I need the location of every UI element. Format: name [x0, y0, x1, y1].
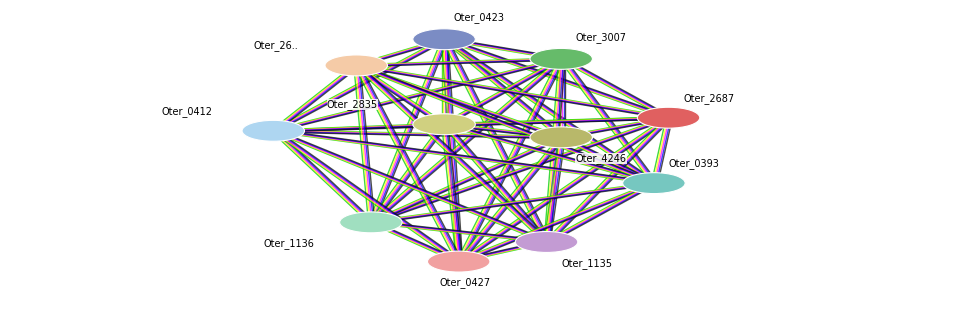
- Text: Oter_0423: Oter_0423: [454, 12, 505, 24]
- Circle shape: [413, 114, 475, 135]
- Circle shape: [637, 107, 700, 128]
- Text: Oter_2835: Oter_2835: [327, 99, 378, 110]
- Circle shape: [340, 212, 402, 233]
- Circle shape: [530, 48, 592, 69]
- Text: Oter_1136: Oter_1136: [264, 238, 314, 249]
- Text: Oter_3007: Oter_3007: [576, 32, 627, 43]
- Text: Oter_0427: Oter_0427: [439, 277, 490, 288]
- Circle shape: [413, 29, 475, 50]
- Circle shape: [623, 173, 685, 194]
- Circle shape: [242, 120, 305, 141]
- Text: Oter_0412: Oter_0412: [161, 106, 212, 117]
- Text: Oter_4246: Oter_4246: [576, 153, 627, 164]
- Text: Oter_26..: Oter_26..: [254, 40, 299, 51]
- Circle shape: [325, 55, 387, 76]
- Text: Oter_1135: Oter_1135: [561, 258, 612, 269]
- Circle shape: [427, 251, 490, 272]
- Text: Oter_2687: Oter_2687: [683, 93, 734, 104]
- Circle shape: [515, 232, 578, 252]
- Text: Oter_0393: Oter_0393: [669, 158, 719, 169]
- Circle shape: [530, 127, 592, 148]
